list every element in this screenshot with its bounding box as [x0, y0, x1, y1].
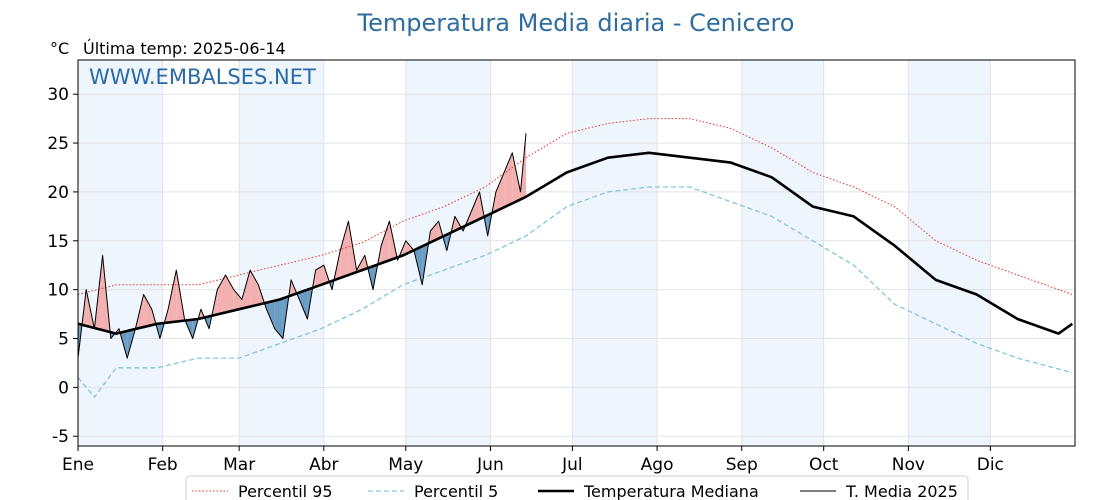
above-median-fill — [471, 191, 480, 223]
series-lines — [77, 118, 1074, 398]
x-tick-label-sep: Sep — [726, 455, 758, 475]
above-median-fill — [217, 274, 226, 315]
legend-frame — [185, 475, 969, 500]
above-median-fill — [381, 221, 390, 264]
below-median-fill — [299, 289, 308, 319]
axes: -5 0 5 10 15 20 25 30 Ene Feb Mar Abr May Jun Jul Ago Se… — [47, 59, 1076, 475]
month-bands — [78, 60, 991, 446]
month-band-jul — [572, 60, 658, 446]
above-median-fill — [241, 270, 251, 309]
y-tick-label: 0 — [58, 378, 69, 398]
x-tick-label-ago: Ago — [641, 455, 674, 475]
y-tick-label: 15 — [47, 232, 69, 252]
legend: Percentil 95 Percentil 5 Temperatura Media… — [185, 475, 969, 500]
y-tick-label: 20 — [47, 183, 69, 203]
above-median-fill — [340, 221, 349, 278]
legend-label-0: Percentil 95 — [238, 482, 333, 500]
watermark: WWW.EMBALSES.NET — [89, 65, 316, 89]
x-tick-label-oct: Oct — [809, 455, 839, 475]
series-line-t-media-2025 — [77, 133, 527, 359]
month-band-ene — [78, 60, 163, 446]
y-tick-label: 10 — [47, 281, 69, 301]
legend-label-1: Percentil 5 — [414, 482, 498, 500]
month-band-sep — [741, 60, 824, 446]
x-tick-label-feb: Feb — [148, 455, 178, 475]
above-median-fill — [495, 172, 505, 212]
chart-title: Temperatura Media diaria - Cenicero — [357, 9, 795, 37]
above-median-fill — [233, 289, 242, 311]
x-tick-label-mar: Mar — [223, 455, 255, 475]
x-tick-label-ene: Ene — [62, 455, 94, 475]
y-tick-label: 30 — [47, 85, 69, 105]
above-median-fill — [250, 270, 259, 307]
month-band-mar — [239, 60, 324, 446]
x-tick-label-dic: Dic — [977, 455, 1004, 475]
y-tick-label: 5 — [58, 330, 69, 350]
series-line-temperatura-mediana — [77, 151, 1074, 335]
x-tick-label-abr: Abr — [309, 455, 338, 475]
below-median-fill — [274, 298, 283, 339]
y-tick-label: -5 — [52, 427, 69, 447]
y-tick-label: 25 — [47, 134, 69, 154]
legend-label-3: T. Media 2025 — [845, 482, 958, 500]
x-tick-label-jul: Jul — [561, 455, 583, 475]
plot-frame — [77, 59, 1076, 447]
x-tick-label-jun: Jun — [476, 455, 504, 475]
legend-label-2: Temperatura Mediana — [583, 482, 759, 500]
above-median-fill — [143, 294, 152, 328]
below-median-fill — [266, 300, 275, 329]
above-median-fill — [225, 274, 234, 313]
series-line-percentil-5 — [77, 186, 1073, 398]
x-tick-label-may: May — [388, 455, 423, 475]
month-band-nov — [908, 60, 991, 446]
x-tick-label-nov: Nov — [892, 455, 925, 475]
y-unit-label: °C — [50, 39, 69, 58]
above-median-fill — [315, 265, 324, 287]
last-temp-label: Última temp: 2025-06-14 — [83, 39, 286, 58]
above-median-fill — [168, 270, 177, 323]
above-median-fill — [430, 221, 439, 243]
above-median-fill — [504, 152, 513, 208]
